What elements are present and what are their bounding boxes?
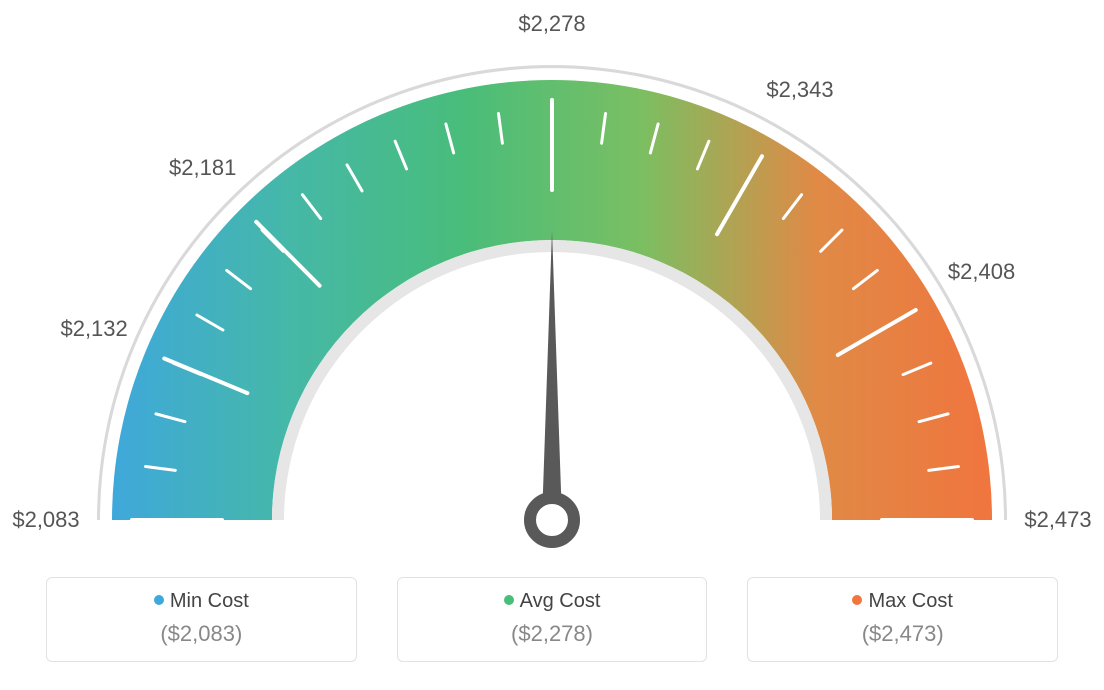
dot-icon: [504, 595, 514, 605]
gauge-tick-label: $2,408: [948, 259, 1015, 285]
gauge-svg: [0, 0, 1104, 560]
gauge-tick-label: $2,132: [60, 316, 127, 342]
chart-root: $2,083 $2,132 $2,181 $2,278 $2,343 $2,408 $2,4…: [0, 0, 1104, 690]
gauge-tick-label: $2,343: [766, 77, 833, 103]
min-cost-label: Min Cost: [170, 590, 249, 612]
max-cost-value: ($2,473): [758, 621, 1047, 647]
avg-cost-card: Avg Cost ($2,278): [397, 577, 708, 662]
min-cost-head: Min Cost: [57, 590, 346, 613]
gauge: $2,083 $2,132 $2,181 $2,278 $2,343 $2,408 $2,4…: [0, 0, 1104, 560]
gauge-tick-label: $2,473: [1024, 507, 1091, 533]
gauge-tick-label: $2,083: [12, 507, 79, 533]
gauge-tick-label: $2,278: [518, 11, 585, 37]
min-cost-value: ($2,083): [57, 621, 346, 647]
max-cost-label: Max Cost: [868, 590, 952, 612]
summary-cards: Min Cost ($2,083) Avg Cost ($2,278) Max …: [46, 577, 1058, 662]
avg-cost-head: Avg Cost: [408, 590, 697, 613]
min-cost-card: Min Cost ($2,083): [46, 577, 357, 662]
avg-cost-value: ($2,278): [408, 621, 697, 647]
avg-cost-label: Avg Cost: [520, 590, 601, 612]
gauge-tick-label: $2,181: [169, 155, 236, 181]
max-cost-card: Max Cost ($2,473): [747, 577, 1058, 662]
dot-icon: [852, 595, 862, 605]
dot-icon: [154, 595, 164, 605]
max-cost-head: Max Cost: [758, 590, 1047, 613]
